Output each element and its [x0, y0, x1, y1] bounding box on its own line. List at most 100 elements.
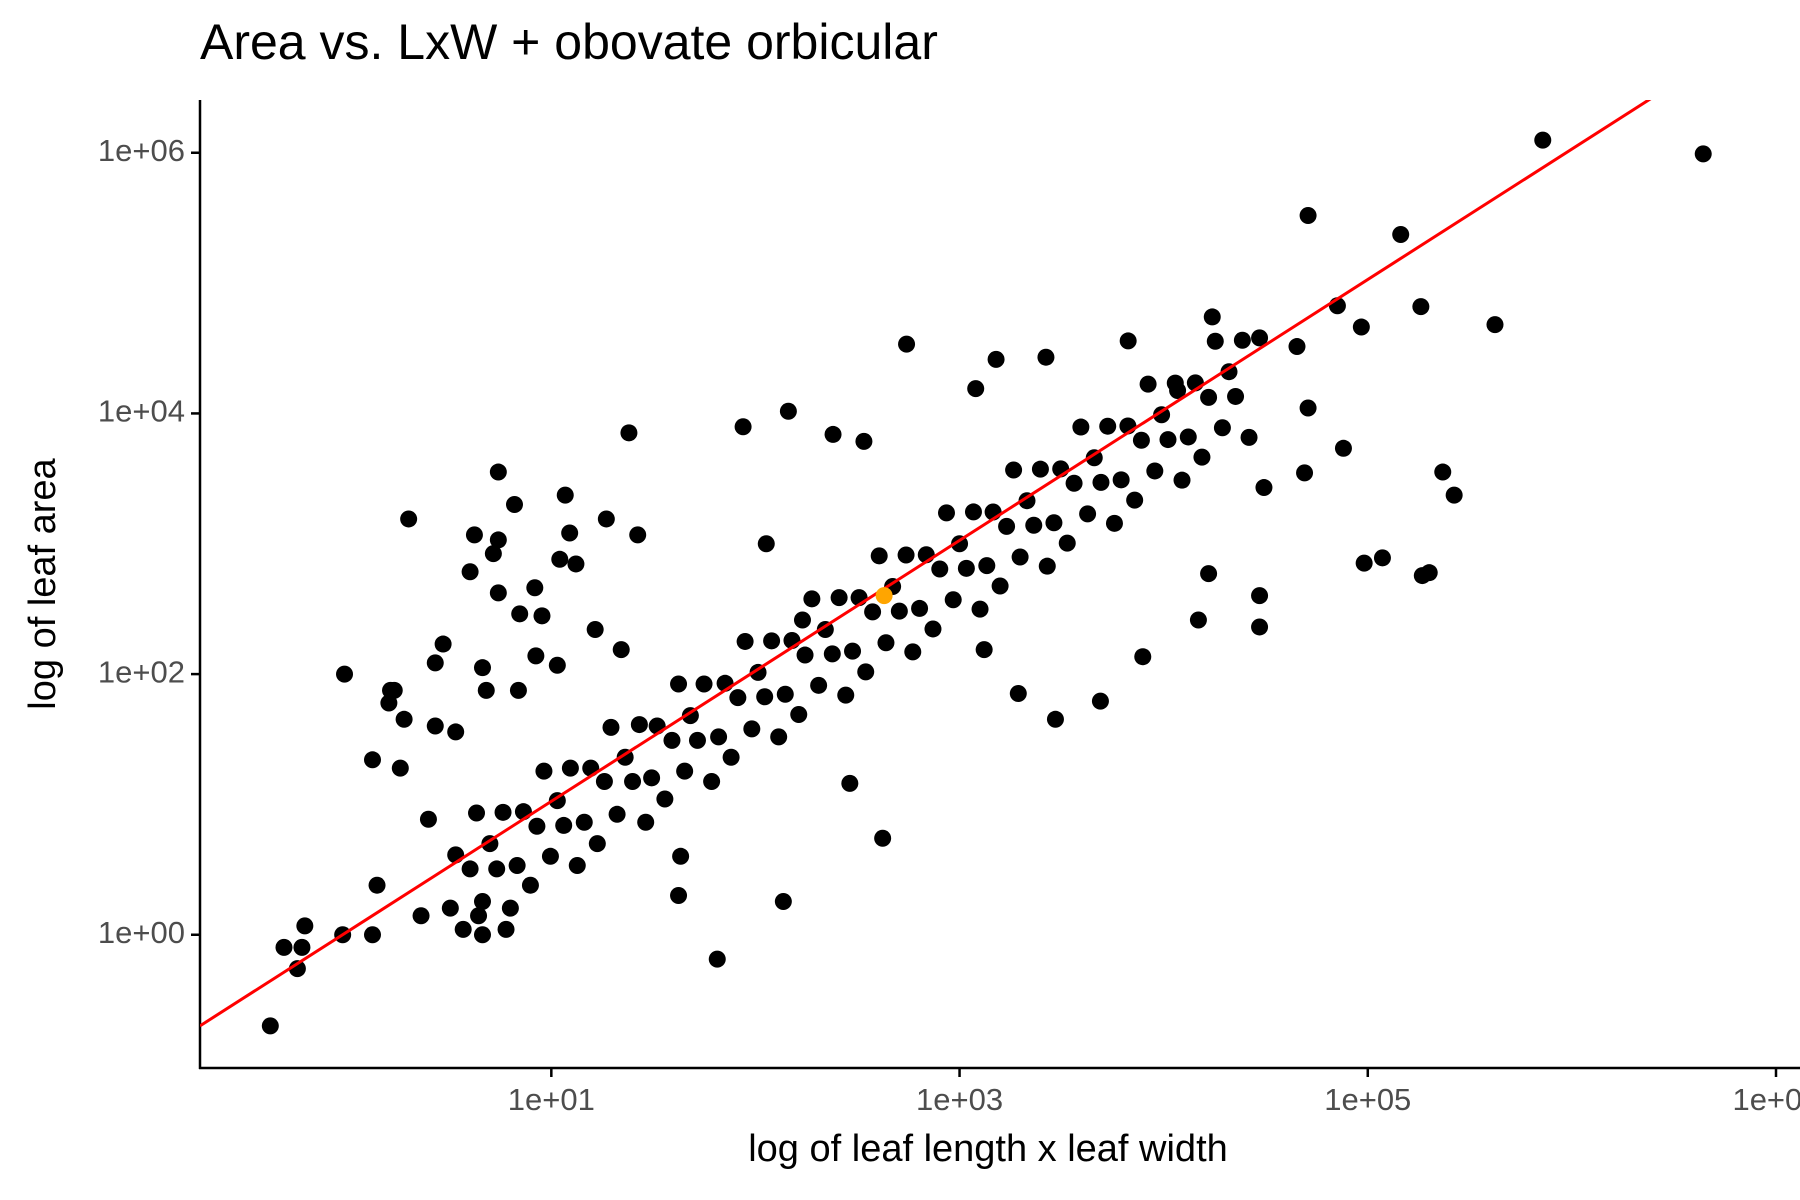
point — [561, 524, 579, 542]
point — [567, 555, 585, 573]
point — [975, 641, 993, 659]
point — [1046, 710, 1064, 728]
point — [1373, 549, 1391, 567]
y-axis-label: log of leaf area — [22, 457, 64, 709]
point — [1220, 363, 1238, 381]
point — [561, 759, 579, 777]
point — [874, 829, 892, 847]
fit-line — [200, 100, 1652, 1028]
point — [1009, 684, 1027, 702]
point — [897, 546, 915, 564]
point — [1072, 418, 1090, 436]
point — [1434, 463, 1452, 481]
point — [1420, 564, 1438, 582]
point — [729, 689, 747, 707]
point — [612, 641, 630, 659]
point — [757, 535, 775, 553]
point — [803, 590, 821, 608]
point — [597, 510, 615, 528]
point — [368, 876, 386, 894]
point — [489, 531, 507, 549]
point — [468, 804, 486, 822]
point — [602, 718, 620, 736]
point — [575, 813, 593, 831]
y-tick-label: 1e+04 — [98, 394, 185, 429]
point — [703, 772, 721, 790]
point — [1189, 611, 1207, 629]
point — [1119, 332, 1137, 350]
point — [1412, 298, 1430, 316]
point — [1112, 471, 1130, 489]
point — [535, 762, 553, 780]
point — [736, 632, 754, 650]
point — [898, 335, 916, 353]
point — [336, 665, 354, 683]
point — [528, 817, 546, 835]
point — [1173, 471, 1191, 489]
point — [556, 486, 574, 504]
point — [501, 899, 519, 917]
point — [488, 860, 506, 878]
point — [447, 723, 465, 741]
point — [991, 577, 1009, 595]
point — [875, 587, 893, 605]
point — [951, 535, 969, 553]
point — [670, 675, 688, 693]
point — [288, 960, 306, 978]
point — [395, 710, 413, 728]
point — [1126, 491, 1144, 509]
point — [380, 694, 398, 712]
point — [470, 907, 488, 925]
point — [637, 813, 655, 831]
point — [1233, 331, 1251, 349]
point — [461, 563, 479, 581]
point — [391, 759, 409, 777]
point — [944, 591, 962, 609]
point — [710, 728, 728, 746]
point — [870, 547, 888, 565]
point — [656, 790, 674, 808]
point — [1018, 492, 1036, 510]
point — [508, 856, 526, 874]
point — [1058, 534, 1076, 552]
point — [509, 681, 527, 699]
point — [1065, 474, 1083, 492]
x-tick-label: 1e+03 — [916, 1082, 1003, 1117]
point — [1105, 514, 1123, 532]
point — [505, 496, 523, 514]
point — [957, 559, 975, 577]
point — [293, 938, 311, 956]
point — [924, 620, 942, 638]
point — [477, 681, 495, 699]
point — [1179, 428, 1197, 446]
point — [1092, 473, 1110, 491]
point — [824, 425, 842, 443]
point — [1134, 648, 1152, 666]
y-tick-label: 1e+00 — [98, 915, 185, 950]
x-axis-label: log of leaf length x leaf width — [748, 1128, 1228, 1170]
point — [441, 899, 459, 917]
point — [793, 611, 811, 629]
point — [937, 504, 955, 522]
point — [810, 676, 828, 694]
point — [1299, 207, 1317, 225]
point — [1251, 618, 1269, 636]
point — [864, 603, 882, 621]
point — [620, 424, 638, 442]
point — [1200, 388, 1218, 406]
point — [763, 632, 781, 650]
point — [770, 728, 788, 746]
point — [363, 751, 381, 769]
point — [722, 748, 740, 766]
point — [1255, 479, 1273, 497]
point — [967, 380, 985, 398]
point — [790, 705, 808, 723]
point — [978, 557, 996, 575]
point — [586, 620, 604, 638]
point — [643, 769, 661, 787]
point — [511, 605, 529, 623]
point — [1025, 516, 1043, 534]
point — [1203, 308, 1221, 326]
point — [400, 510, 418, 528]
point — [987, 350, 1005, 368]
